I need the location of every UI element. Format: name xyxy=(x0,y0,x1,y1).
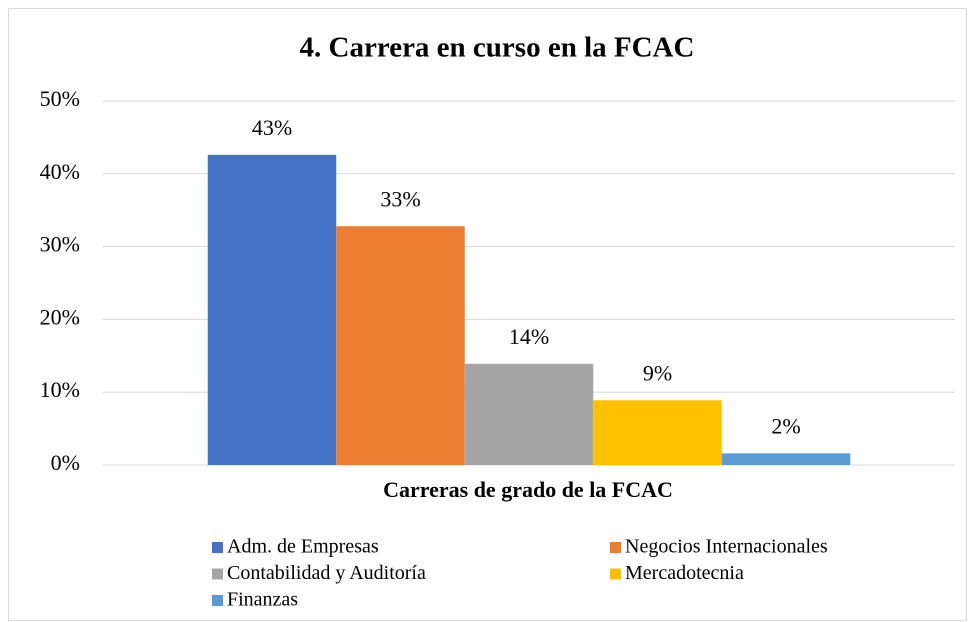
y-tick-label: 30% xyxy=(40,232,80,257)
legend-label: Contabilidad y Auditoría xyxy=(227,562,426,584)
y-tick-label: 10% xyxy=(40,377,80,402)
chart-border xyxy=(8,8,967,621)
y-tick-label: 40% xyxy=(40,159,80,184)
data-label: 9% xyxy=(643,360,672,385)
legend-swatch xyxy=(212,568,223,580)
data-label: 2% xyxy=(771,413,800,438)
bar xyxy=(207,154,337,465)
data-label: 43% xyxy=(252,115,292,140)
bar xyxy=(593,400,722,465)
x-axis-title: Carreras de grado de la FCAC xyxy=(383,477,673,502)
y-tick-label: 20% xyxy=(40,304,80,329)
y-tick-label: 50% xyxy=(40,86,80,111)
data-label: 33% xyxy=(380,186,420,211)
legend-swatch xyxy=(610,542,621,553)
bar xyxy=(464,363,594,465)
legend-label: Mercadotecnia xyxy=(625,562,744,584)
legend-label: Negocios Internacionales xyxy=(625,536,828,558)
data-label: 14% xyxy=(509,324,549,349)
legend-label: Finanzas xyxy=(227,589,298,611)
legend-swatch xyxy=(212,542,223,553)
legend-swatch xyxy=(212,595,223,606)
legend-label: Adm. de Empresas xyxy=(227,536,379,558)
bar xyxy=(721,453,851,465)
legend-swatch xyxy=(610,568,621,580)
bar xyxy=(336,226,465,465)
chart-title: 4. Carrera en curso en la FCAC xyxy=(300,32,695,64)
y-tick-label: 0% xyxy=(51,450,80,475)
